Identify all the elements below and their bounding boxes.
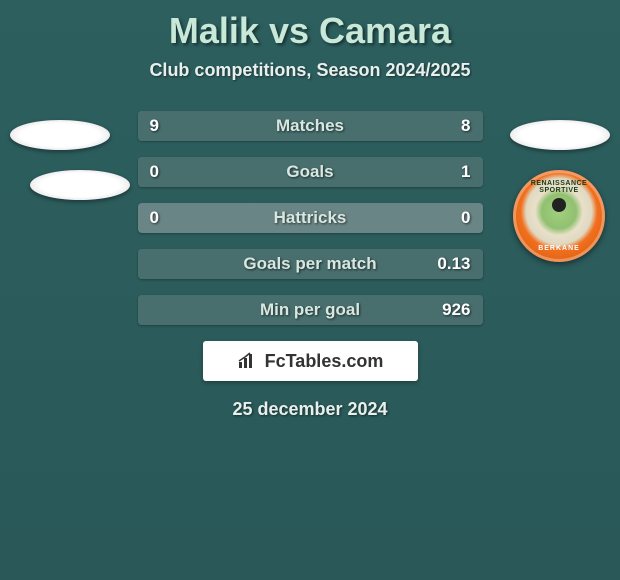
stat-value-right: 1 (423, 162, 483, 182)
stat-row: 9Matches8 (138, 111, 483, 141)
chart-icon (237, 352, 259, 370)
crest-top-text: RENAISSANCE SPORTIVE (513, 180, 605, 194)
attribution-badge: FcTables.com (203, 341, 418, 381)
stat-label: Min per goal (198, 300, 423, 320)
date-text: 25 december 2024 (10, 399, 610, 420)
crest-bottom-text: BERKANE (538, 245, 580, 252)
stats-container: 9Matches80Goals10Hattricks0Goals per mat… (138, 111, 483, 325)
stat-value-left: 9 (138, 116, 198, 136)
stat-value-right: 8 (423, 116, 483, 136)
club-crest: RENAISSANCE SPORTIVE BERKANE (513, 170, 605, 262)
stat-label: Goals per match (198, 254, 423, 274)
page-title: Malik vs Camara (10, 10, 610, 52)
player-left-placeholder (10, 120, 110, 220)
page-subtitle: Club competitions, Season 2024/2025 (10, 60, 610, 81)
stat-value-right: 0 (423, 208, 483, 228)
stat-label: Goals (198, 162, 423, 182)
ellipse-icon (10, 120, 110, 150)
stat-value-right: 926 (423, 300, 483, 320)
stat-row: 0Hattricks0 (138, 203, 483, 233)
stat-value-right: 0.13 (423, 254, 483, 274)
stat-row: Min per goal926 (138, 295, 483, 325)
stat-row: 0Goals1 (138, 157, 483, 187)
stat-label: Matches (198, 116, 423, 136)
ellipse-icon (30, 170, 130, 200)
soccer-ball-icon (552, 198, 566, 212)
stat-row: Goals per match0.13 (138, 249, 483, 279)
stat-value-left: 0 (138, 162, 198, 182)
ellipse-icon (510, 120, 610, 150)
stat-value-left: 0 (138, 208, 198, 228)
attribution-text: FcTables.com (265, 351, 384, 372)
stat-label: Hattricks (198, 208, 423, 228)
